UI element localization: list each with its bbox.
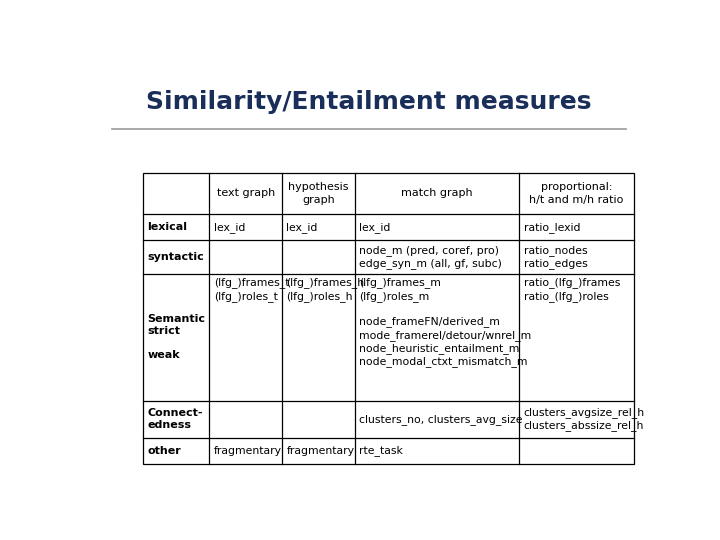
Text: clusters_avgsize_rel_h
clusters_abssize_rel_h: clusters_avgsize_rel_h clusters_abssize_… — [523, 407, 644, 431]
Text: lex_id: lex_id — [287, 222, 318, 233]
Text: lex_id: lex_id — [359, 222, 390, 233]
Text: text graph: text graph — [217, 188, 275, 198]
Text: syntactic: syntactic — [148, 252, 204, 262]
Text: Connect-
edness: Connect- edness — [148, 408, 203, 430]
Text: (lfg_)frames_h
(lfg_)roles_h: (lfg_)frames_h (lfg_)roles_h — [287, 278, 364, 301]
Text: rte_task: rte_task — [359, 446, 403, 456]
Text: hypothesis
graph: hypothesis graph — [288, 182, 348, 205]
Text: other: other — [148, 446, 181, 456]
Text: fragmentary: fragmentary — [214, 446, 282, 456]
Text: Similarity/Entailment measures: Similarity/Entailment measures — [146, 90, 592, 114]
Text: ratio_nodes
ratio_edges: ratio_nodes ratio_edges — [523, 245, 588, 269]
Text: proportional:
h/t and m/h ratio: proportional: h/t and m/h ratio — [529, 182, 624, 205]
Text: match graph: match graph — [401, 188, 473, 198]
Text: lex_id: lex_id — [214, 222, 245, 233]
Text: (lfg_)frames_m
(lfg_)roles_m

node_frameFN/derived_m
mode_framerel/detour/wnrel_: (lfg_)frames_m (lfg_)roles_m node_frameF… — [359, 278, 531, 367]
Text: Semantic
strict

weak: Semantic strict weak — [148, 314, 205, 360]
Text: fragmentary: fragmentary — [287, 446, 354, 456]
Text: lexical: lexical — [148, 222, 187, 232]
Text: (lfg_)frames_t
(lfg_)roles_t: (lfg_)frames_t (lfg_)roles_t — [214, 278, 289, 301]
Text: node_m (pred, coref, pro)
edge_syn_m (all, gf, subc): node_m (pred, coref, pro) edge_syn_m (al… — [359, 245, 502, 269]
Text: clusters_no, clusters_avg_size: clusters_no, clusters_avg_size — [359, 414, 523, 424]
Text: ratio_lexid: ratio_lexid — [523, 222, 580, 233]
Text: ratio_(lfg_)frames
ratio_(lfg_)roles: ratio_(lfg_)frames ratio_(lfg_)roles — [523, 278, 620, 301]
